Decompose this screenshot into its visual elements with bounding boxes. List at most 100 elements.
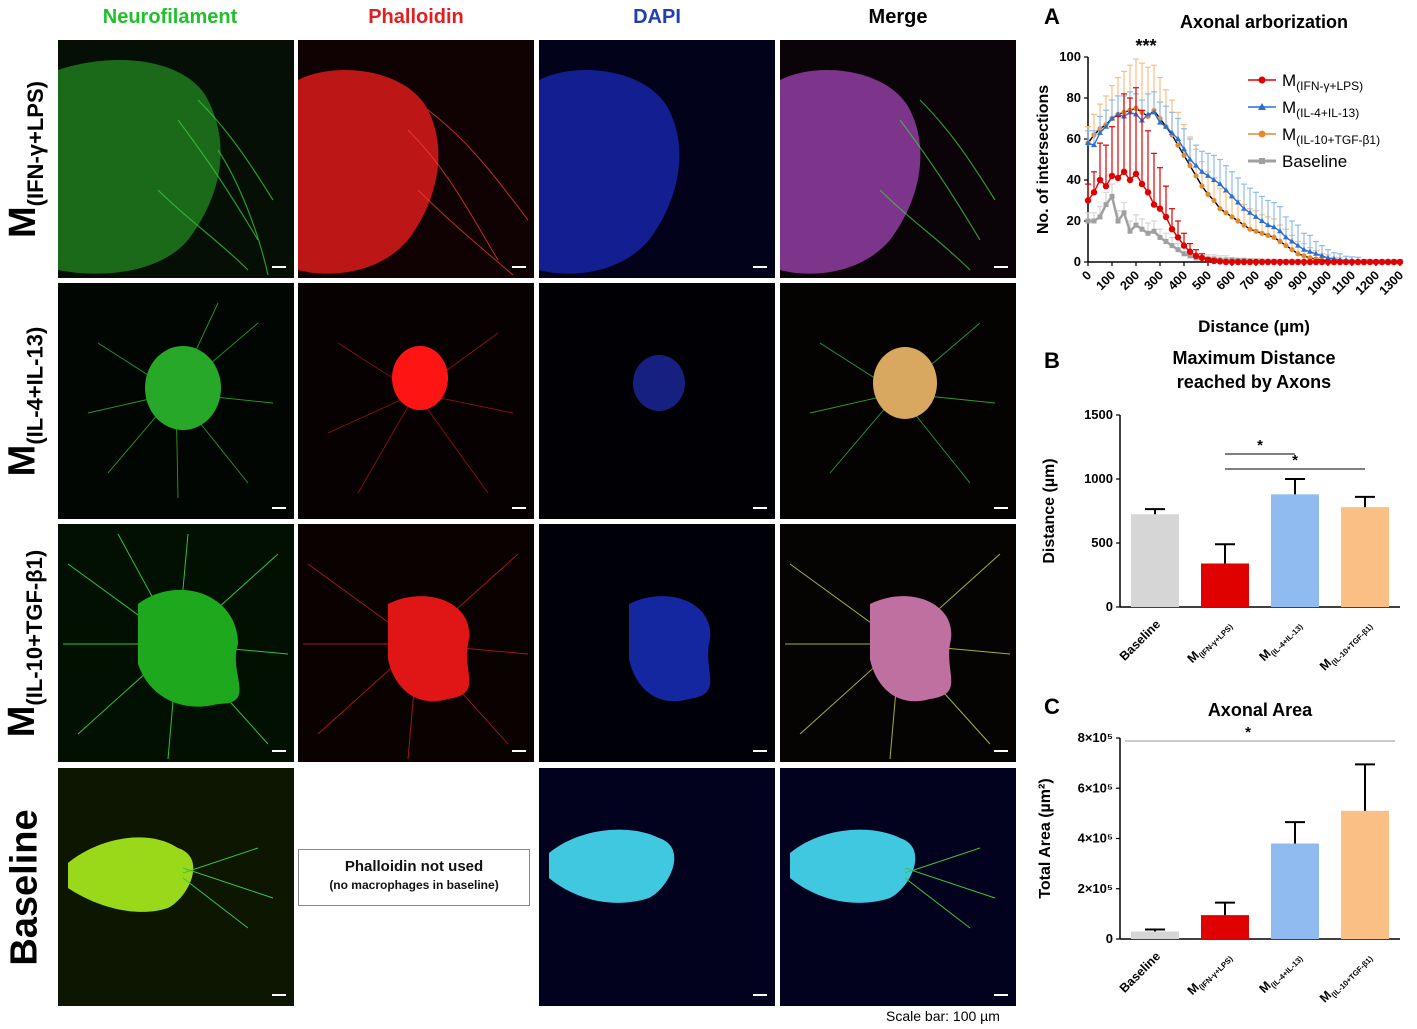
data-point <box>1090 189 1098 196</box>
chart-title: Axonal Area <box>1208 700 1313 720</box>
data-point <box>1300 258 1308 266</box>
data-point <box>1097 129 1103 135</box>
data-point <box>1198 254 1206 262</box>
data-point <box>1235 218 1241 224</box>
data-point <box>1199 183 1205 189</box>
data-point <box>1169 243 1175 249</box>
bar <box>1271 843 1319 939</box>
x-tick-label: 800 <box>1261 268 1286 293</box>
y-tick-label: 100 <box>1059 49 1081 64</box>
data-point <box>1253 228 1259 234</box>
data-point <box>1259 230 1265 236</box>
x-tick-label: 1000 <box>1305 268 1335 298</box>
x-tick-label: 1200 <box>1353 268 1383 298</box>
data-point <box>1229 214 1235 220</box>
micrograph-il4-phalloidin <box>298 283 534 519</box>
significance-star: * <box>1257 437 1263 454</box>
data-point <box>1211 177 1217 182</box>
y-tick-label: 0 <box>1106 599 1113 614</box>
panel-letter-b: B <box>1044 348 1060 373</box>
micrograph-il4-dapi <box>539 283 775 519</box>
bar <box>1201 563 1249 607</box>
data-point <box>1246 258 1254 266</box>
micrograph-baseline-neurofilament <box>58 768 294 1006</box>
data-point <box>1235 199 1241 205</box>
data-point <box>1307 248 1313 254</box>
data-point <box>1270 258 1278 266</box>
data-point <box>1103 123 1109 129</box>
data-point <box>1342 258 1350 266</box>
x-category-label: Baseline <box>1117 617 1163 663</box>
chart-maximum-distance: Maximum Distance reached by Axons 0 500 1000… <box>1041 348 1400 673</box>
data-point <box>1180 242 1188 249</box>
bar <box>1341 507 1389 607</box>
data-point <box>1247 209 1253 215</box>
chart-title-line2: reached by Axons <box>1177 372 1331 392</box>
data-point <box>1115 218 1121 224</box>
data-point <box>1175 136 1181 141</box>
data-point <box>1114 174 1122 182</box>
x-tick-label: 400 <box>1165 268 1190 293</box>
y-axis-label: Distance (µm) <box>1041 458 1058 563</box>
data-point <box>1258 258 1266 266</box>
data-point <box>1192 252 1200 260</box>
data-point <box>1295 251 1301 257</box>
panel-letter-a: A <box>1044 4 1060 29</box>
data-point <box>1151 228 1157 234</box>
data-point <box>1360 258 1368 266</box>
micrograph-baseline-merge <box>780 768 1016 1006</box>
data-point <box>1223 210 1229 216</box>
data-point <box>1390 258 1398 266</box>
data-point <box>1187 156 1193 162</box>
data-point <box>1336 258 1344 266</box>
data-point <box>1193 162 1199 168</box>
data-point <box>1396 258 1404 266</box>
row-label-il4: M(IL-4+IL-13) <box>1 326 48 476</box>
bar <box>1341 810 1389 939</box>
data-point <box>1277 228 1283 234</box>
data-point <box>1091 142 1097 148</box>
data-point <box>1241 222 1247 228</box>
micrograph-ifn-phalloidin <box>298 40 534 278</box>
micrograph-il10-neurofilament <box>58 524 294 762</box>
legend-swatch-marker <box>1258 130 1266 138</box>
x-category-label: M(IL-4+IL-13) <box>1256 949 1304 997</box>
x-category-label: Baseline <box>1117 949 1163 995</box>
data-point <box>1229 193 1235 199</box>
legend-swatch-marker <box>1258 76 1266 84</box>
column-header-merge: Merge <box>868 6 928 28</box>
data-point <box>1252 258 1260 266</box>
data-point <box>1109 193 1115 199</box>
y-axis-label: Total Area (µm²) <box>1037 778 1054 898</box>
data-point <box>1306 258 1314 266</box>
legend-swatch-marker <box>1258 103 1266 110</box>
data-point <box>1222 258 1230 266</box>
data-point <box>1276 258 1284 266</box>
x-axis-label: Distance (µm) <box>1198 317 1310 336</box>
data-point <box>1085 140 1091 146</box>
panel-letter-c: C <box>1044 694 1060 719</box>
data-point <box>1294 258 1302 266</box>
data-point <box>1271 224 1277 230</box>
data-point <box>1265 222 1271 228</box>
x-tick-label: 300 <box>1141 268 1166 293</box>
micrograph-il10-phalloidin <box>298 524 534 762</box>
data-point <box>1169 129 1175 135</box>
data-point <box>1348 258 1356 266</box>
x-tick-label: 0 <box>1079 268 1094 283</box>
data-point <box>1163 239 1169 244</box>
significance-stars: *** <box>1135 36 1156 56</box>
data-point <box>1150 201 1158 208</box>
data-point <box>1151 109 1157 115</box>
legend-label-baseline: Baseline <box>1282 152 1347 171</box>
data-point <box>1132 170 1140 178</box>
data-point <box>1247 226 1253 232</box>
x-tick-label: 1100 <box>1329 268 1358 297</box>
data-point <box>1096 176 1104 184</box>
y-tick-label: 1500 <box>1084 407 1113 422</box>
legend-label-il4: M(IL-4+IL-13) <box>1282 98 1359 120</box>
data-point <box>1240 258 1248 266</box>
y-tick-label: 4×10⁵ <box>1078 831 1113 846</box>
data-point <box>1283 243 1289 249</box>
